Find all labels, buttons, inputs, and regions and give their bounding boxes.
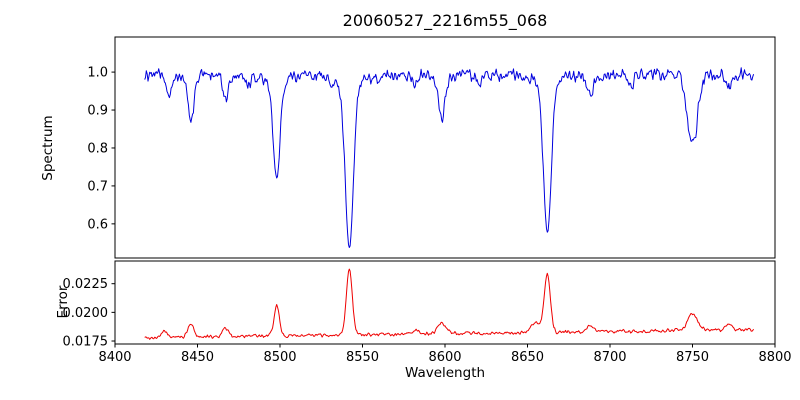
error-axes-frame	[114, 260, 776, 345]
error-line	[144, 268, 755, 340]
x-tick-label: 8650	[511, 350, 544, 365]
spectrum-line	[144, 67, 755, 248]
error-y-tick-label: 0.0225	[63, 277, 109, 292]
spectrum-y-tick-label: 0.7	[87, 179, 108, 194]
x-tick-label: 8600	[428, 350, 461, 365]
spectrum-y-tick-label: 0.8	[87, 141, 108, 156]
x-tick-label: 8800	[758, 350, 791, 365]
x-tick-label: 8500	[263, 350, 296, 365]
x-tick-label: 8550	[346, 350, 379, 365]
error-y-tick-label: 0.0175	[63, 335, 109, 350]
x-tick-label: 8700	[593, 350, 626, 365]
spectrum-y-tick-label: 0.9	[87, 104, 108, 119]
x-tick-label: 8450	[181, 350, 214, 365]
error-y-tick-label: 0.0200	[63, 306, 109, 321]
x-tick-label: 8400	[98, 350, 131, 365]
chart-title: 20060527_2216m55_068	[342, 11, 548, 30]
spectrum-y-tick-label: 0.6	[87, 217, 108, 232]
x-axis-label: Wavelength	[404, 365, 486, 381]
x-tick-label: 8750	[676, 350, 709, 365]
spectrum-y-tick-label: 1.0	[87, 66, 108, 81]
spectrum-axes-frame	[114, 36, 776, 259]
